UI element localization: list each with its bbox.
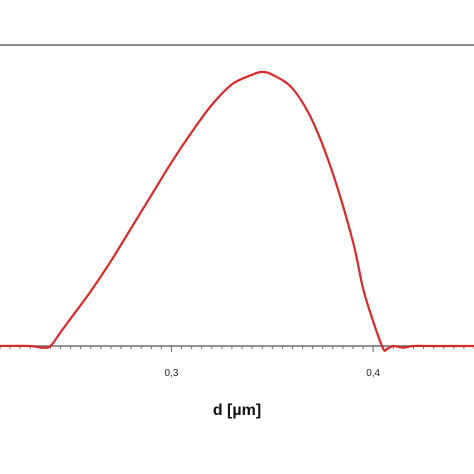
x-tick-label: 0,4 <box>366 368 380 379</box>
x-axis-label: d [µm] <box>213 402 261 419</box>
x-tick-label: 0,3 <box>164 368 178 379</box>
series-layer <box>0 70 474 352</box>
series-line <box>0 70 474 352</box>
x-major-ticks: 0,3 0,4 <box>164 346 381 379</box>
